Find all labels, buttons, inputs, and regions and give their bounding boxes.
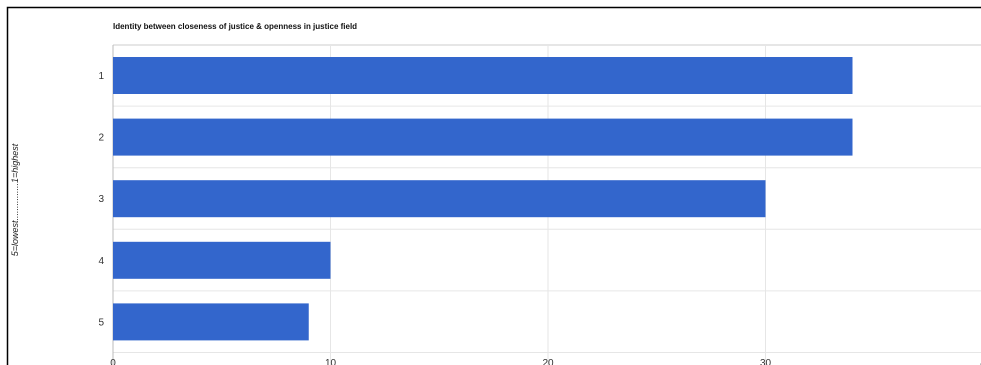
- x-tick-label: 20: [542, 358, 554, 365]
- y-tick-label: 1: [98, 71, 104, 82]
- x-tick-label: 30: [760, 358, 772, 365]
- y-tick-label: 5: [98, 317, 104, 328]
- y-tick-label: 4: [98, 256, 104, 267]
- y-tick-label: 3: [98, 194, 104, 205]
- bar: [113, 241, 331, 279]
- chart-title: Identity between closeness of justice & …: [113, 22, 357, 31]
- y-axis-tick-labels: 1 2 3 4 5: [98, 71, 104, 328]
- bar: [113, 180, 766, 218]
- y-tick-label: 2: [98, 133, 104, 144]
- bar: [113, 303, 309, 341]
- x-tick-label: 10: [325, 358, 337, 365]
- x-tick-label: 0: [110, 358, 116, 365]
- bars: [113, 57, 853, 341]
- bar: [113, 57, 853, 94]
- bar: [113, 118, 853, 156]
- y-axis-label: 5=lowest...............1=highest: [10, 143, 20, 256]
